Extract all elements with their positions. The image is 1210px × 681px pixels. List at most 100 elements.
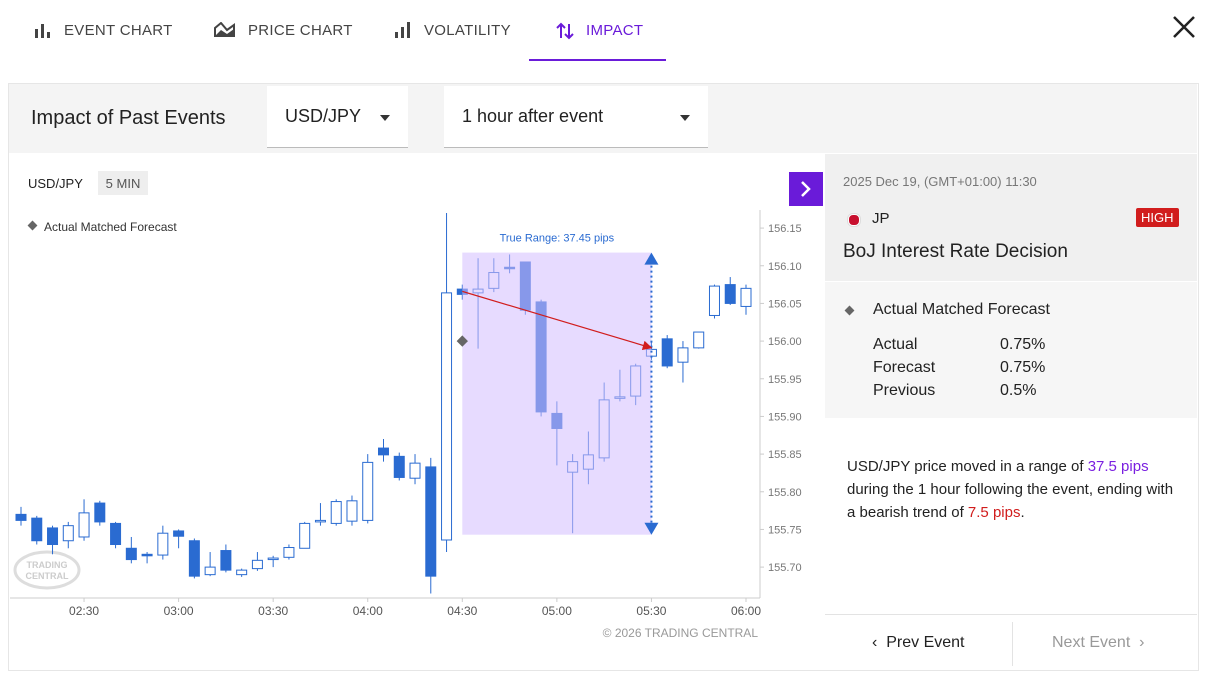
row-label: Forecast — [873, 359, 936, 376]
tab-icon — [214, 22, 235, 37]
caret — [380, 115, 390, 121]
impact-badge: HIGH — [1136, 208, 1179, 227]
y-tick-label: 156.10 — [768, 261, 802, 273]
y-tick-label: 156.00 — [768, 336, 802, 348]
candle-up — [314, 519, 326, 523]
summary-trend: 7.5 pips — [967, 504, 1021, 521]
candle-up — [708, 285, 720, 316]
row-value: 0.5% — [1000, 382, 1037, 399]
candle-down — [173, 530, 185, 537]
y-tick-label: 155.90 — [768, 411, 802, 423]
summary-range: 37.5 pips — [1087, 458, 1149, 475]
candle-down — [15, 513, 27, 521]
tab-label: PRICE CHART — [248, 22, 353, 39]
candle-up — [204, 566, 216, 576]
candle-up — [157, 532, 169, 556]
close-button[interactable] — [1172, 15, 1196, 39]
y-tick-label: 156.05 — [768, 298, 802, 310]
tab-label: VOLATILITY — [424, 22, 511, 39]
candle-up — [677, 347, 689, 363]
tab[interactable]: PRICE CHART — [214, 22, 353, 60]
watermark-logo — [13, 550, 81, 590]
watermark: CENTRAL — [26, 571, 69, 581]
row-label: Actual — [873, 336, 918, 353]
candle-up — [236, 569, 248, 576]
x-tick-label: 03:00 — [164, 604, 194, 618]
candle-down — [110, 522, 122, 546]
tab[interactable]: IMPACT — [556, 22, 643, 60]
watermark: TRADING — [27, 560, 68, 570]
tab[interactable]: EVENT CHART — [34, 22, 173, 60]
button-label: Prev Event — [886, 634, 965, 651]
candle-down — [125, 547, 137, 561]
summary-text: USD/JPY price moved in a range of — [847, 458, 1088, 475]
x-tick-label: 05:30 — [636, 604, 666, 618]
x-tick-label: 05:00 — [542, 604, 572, 618]
prev-button[interactable]: ‹ Prev Event — [872, 634, 965, 651]
chart-interval: 5 MIN — [106, 176, 141, 191]
candle-down — [94, 502, 106, 523]
candle-up — [330, 501, 342, 524]
x-tick-label: 04:30 — [447, 604, 477, 618]
candle-down — [220, 550, 232, 571]
active-tab-underline — [529, 59, 666, 61]
chart-symbol: USD/JPY — [28, 176, 83, 191]
candle-up — [740, 287, 752, 307]
tab-icon — [395, 22, 410, 38]
candle-up — [362, 461, 374, 521]
legend-label: Actual Matched Forecast — [44, 220, 177, 234]
candle-down — [724, 284, 736, 304]
x-tick-label: 02:30 — [69, 604, 99, 618]
candle-down — [393, 455, 405, 478]
candle-up — [62, 525, 74, 542]
candle-down — [141, 553, 153, 557]
event-datetime: 2025 Dec 19, (GMT+01:00) 11:30 — [843, 174, 1037, 189]
range-arrow — [644, 252, 659, 265]
event-name: BoJ Interest Rate Decision — [843, 241, 1068, 262]
y-tick-label: 156.15 — [768, 223, 802, 235]
select-value: USD/JPY — [285, 106, 362, 126]
event-header — [825, 154, 1197, 281]
x-tick-label: 04:00 — [353, 604, 383, 618]
candle-up — [693, 331, 705, 349]
pair-select[interactable]: USD/JPY — [267, 86, 408, 148]
candle-up — [409, 462, 421, 479]
x-tick-label: 03:30 — [258, 604, 288, 618]
next-button[interactable]: Next Event › — [1052, 634, 1145, 651]
candle-up — [441, 292, 453, 541]
tab-icon — [556, 22, 574, 40]
row-value: 0.75% — [1000, 336, 1046, 353]
event-country: JP — [872, 210, 890, 227]
candle-down — [661, 338, 673, 367]
expand-button[interactable] — [789, 172, 823, 206]
summary-text: . — [1020, 504, 1025, 521]
chart: USD/JPY 5 MIN Actual Matched Forecast © … — [10, 171, 823, 640]
candle-up — [299, 522, 311, 549]
row-value: 0.75% — [1000, 359, 1046, 376]
row-label: Previous — [873, 382, 936, 399]
tab[interactable]: VOLATILITY — [394, 22, 511, 60]
divider — [825, 614, 1197, 615]
panel — [8, 83, 1199, 671]
legend-marker — [27, 220, 38, 231]
button-label: Next Event — [1052, 634, 1131, 651]
actual-marker — [456, 335, 468, 347]
range-label: True Range: 37.45 pips — [500, 233, 615, 245]
x-tick-label: 06:00 — [731, 604, 761, 618]
candle-down — [47, 527, 59, 546]
y-tick-label: 155.85 — [768, 449, 802, 461]
candle-up — [346, 500, 358, 522]
y-tick-label: 155.95 — [768, 374, 802, 386]
expand-icon — [801, 181, 811, 197]
candle-down — [31, 517, 43, 542]
caret — [680, 115, 690, 121]
interval-badge — [98, 171, 148, 195]
select-value: 1 hour after event — [462, 106, 604, 126]
y-tick-label: 155.70 — [768, 562, 802, 574]
copyright: © 2026 TRADING CENTRAL — [603, 626, 759, 640]
candle-up — [283, 547, 295, 558]
summary-text: during the 1 hour following the event, e… — [847, 481, 1174, 521]
window-select[interactable]: 1 hour after event — [444, 86, 708, 148]
match-label: Actual Matched Forecast — [873, 301, 1050, 318]
y-tick-label: 155.80 — [768, 487, 802, 499]
